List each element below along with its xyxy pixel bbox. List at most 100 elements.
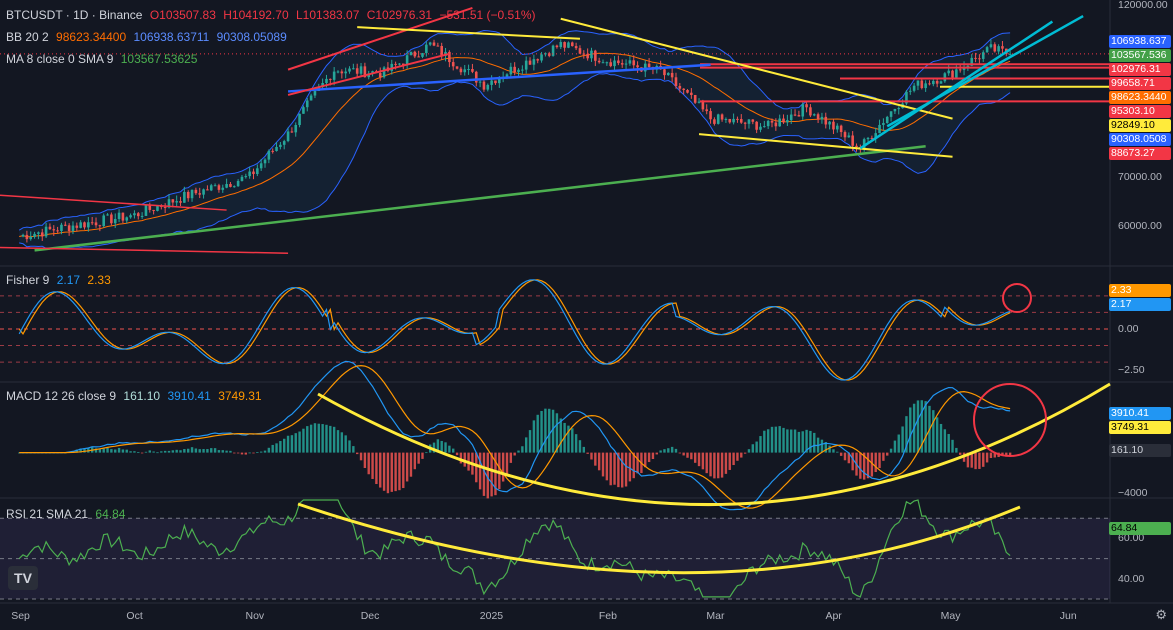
candle-body <box>686 89 689 93</box>
macd-histogram-bar <box>275 443 278 453</box>
symbol-label[interactable]: BTCUSDT · 1D · Binance <box>6 8 143 22</box>
candle-body <box>179 201 182 203</box>
macd-histogram-bar <box>632 452 635 479</box>
channel-top-line <box>287 6 473 71</box>
candle-body <box>613 60 616 67</box>
macd-histogram-bar <box>882 452 885 461</box>
candle-body <box>355 68 359 74</box>
candle-body <box>202 189 205 195</box>
rsi-legend[interactable]: RSI 21 SMA 21 64.84 <box>6 507 129 521</box>
macd-histogram-bar <box>363 452 367 469</box>
macd-histogram-bar <box>283 438 286 453</box>
candle-body <box>924 83 927 89</box>
candle-body <box>966 65 970 67</box>
candle-body <box>248 171 251 177</box>
candle-body <box>893 108 897 112</box>
macd-histogram-bar <box>409 452 413 477</box>
candle-body <box>540 54 543 61</box>
macd-histogram-bar <box>778 426 781 453</box>
candle-body <box>736 118 739 120</box>
candle-body <box>797 115 801 117</box>
candle-body <box>855 145 858 147</box>
candle-body <box>394 63 397 65</box>
candle-body <box>405 55 409 66</box>
bb-upper: 106938.63711 <box>133 30 210 44</box>
price-tag: 92849.10 <box>1109 119 1171 133</box>
candle-body <box>574 46 578 49</box>
rsi-tick-label: 60.00 <box>1118 532 1145 545</box>
macd-histogram-bar <box>647 452 651 463</box>
yellow-resistance <box>357 26 581 40</box>
macd-histogram-bar <box>970 452 973 468</box>
macd-histogram-bar <box>152 451 155 453</box>
early-resistance <box>0 194 227 211</box>
candle-body <box>21 234 25 237</box>
candle-body <box>474 71 478 83</box>
candle-body <box>1008 53 1012 55</box>
macd-histogram-bar <box>801 431 804 453</box>
macd-histogram-bar <box>536 414 539 453</box>
macd-histogram-bar <box>532 420 536 453</box>
candle-body <box>425 44 428 54</box>
candle-body <box>582 53 586 55</box>
macd-histogram-bar <box>1001 452 1004 456</box>
macd-histogram-bar <box>256 452 259 453</box>
candle-body <box>705 109 709 112</box>
macd-histogram-bar <box>828 445 831 453</box>
macd-histogram-bar <box>755 441 758 453</box>
macd-histogram-bar <box>340 432 344 453</box>
macd-histogram-bar <box>862 452 866 480</box>
macd-tag: 3749.31 <box>1109 420 1171 434</box>
close-value: C102976.31 <box>366 8 433 22</box>
fisher-tick-label: −2.50 <box>1118 364 1145 377</box>
candle-body <box>709 111 712 120</box>
macd-histogram-bar <box>686 452 689 458</box>
macd-tick-label: −4000 <box>1118 486 1148 499</box>
candle-body <box>732 118 735 123</box>
fisher-legend[interactable]: Fisher 9 2.17 2.33 <box>6 273 115 287</box>
time-tick-label: Nov <box>245 610 265 622</box>
macd-histogram-bar <box>455 452 459 456</box>
macd-histogram-bar <box>847 452 851 464</box>
candle-body <box>597 60 601 63</box>
macd-histogram-bar <box>893 440 897 453</box>
macd-histogram-bar <box>678 452 682 454</box>
open-value: O103507.83 <box>149 8 216 22</box>
tradingview-logo[interactable]: TV <box>8 566 38 590</box>
price-tick-label: 120000.00 <box>1118 0 1168 12</box>
macd-histogram-bar <box>621 452 624 488</box>
candle-body <box>763 126 766 128</box>
candle-body <box>279 144 282 147</box>
candle-body <box>505 74 509 78</box>
candle-body <box>186 191 190 199</box>
candle-body <box>290 131 294 133</box>
price-tag: 98623.3440 <box>1109 91 1171 105</box>
candle-body <box>209 185 213 191</box>
ma-legend[interactable]: MA 8 close 0 SMA 9 103567.53625 <box>6 52 201 66</box>
macd-highlight-circle <box>973 383 1047 457</box>
macd-histogram-bar <box>701 452 705 470</box>
macd-histogram-bar <box>594 452 597 466</box>
candle-body <box>455 66 459 69</box>
candle-body <box>448 51 451 63</box>
gear-icon[interactable]: ⚙ <box>1155 607 1167 622</box>
macd-histogram-bar <box>444 442 447 453</box>
candle-body <box>958 69 962 71</box>
candle-body <box>947 70 950 74</box>
candle-body <box>79 222 82 228</box>
macd-histogram-bar <box>475 452 478 483</box>
candle-body <box>413 51 417 57</box>
candle-body <box>728 118 732 123</box>
macd-histogram-bar <box>628 452 632 482</box>
candle-body <box>144 205 148 216</box>
macd-histogram-bar <box>670 446 674 453</box>
macd-histogram-bar <box>432 442 436 453</box>
time-tick-label: Mar <box>706 610 725 622</box>
candle-body <box>932 80 935 85</box>
macd-legend[interactable]: MACD 12 26 close 9 161.10 3910.41 3749.3… <box>6 389 266 403</box>
macd-histogram-bar <box>751 444 755 453</box>
bb-legend[interactable]: BB 20 2 98623.34400 106938.63711 90308.0… <box>6 30 291 44</box>
ma-value: 103567.53625 <box>120 52 198 66</box>
